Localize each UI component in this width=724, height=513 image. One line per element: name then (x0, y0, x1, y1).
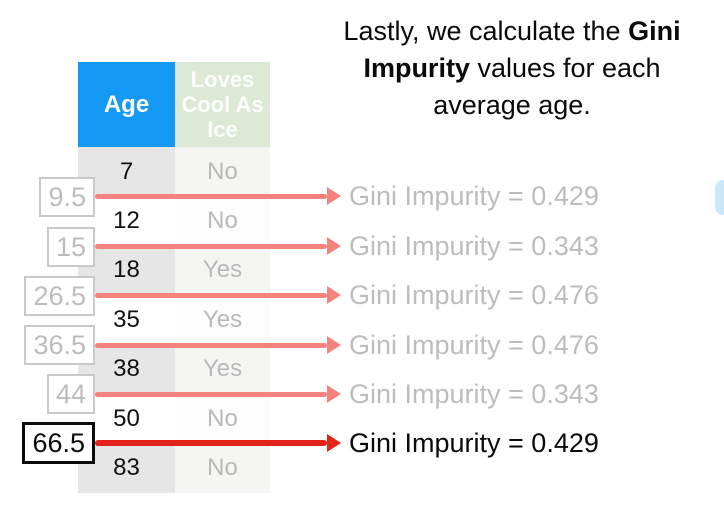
arrow-line (95, 243, 327, 249)
gini-impurity-label: Gini Impurity = 0.343 (349, 379, 599, 409)
arrow-head-icon (327, 336, 341, 354)
title-line-3: average age. (300, 87, 724, 124)
avg-age-box: 26.5 (24, 276, 95, 316)
title-text-bold: Gini (628, 16, 681, 46)
avg-age-box-highlighted: 66.5 (22, 422, 95, 464)
avg-age-box: 9.5 (39, 177, 95, 217)
loves-cell: No (175, 147, 270, 197)
table-header-row: Age Loves Cool As Ice (78, 62, 270, 147)
column-header-age: Age (78, 62, 175, 147)
arrow-head-icon (327, 385, 341, 403)
split-arrow (95, 187, 341, 205)
title-line-2: Impurity values for each (300, 50, 724, 87)
split-arrow (95, 286, 341, 304)
gini-impurity-label: Gini Impurity = 0.343 (349, 231, 599, 261)
loves-cell: No (175, 443, 270, 493)
loves-cell: Yes (175, 344, 270, 394)
arrow-head-icon (327, 434, 341, 452)
arrow-head-icon (327, 286, 341, 304)
data-table: Age Loves Cool As Ice 7 No 12 No 18 Yes … (78, 62, 270, 493)
edge-widget (715, 180, 724, 215)
arrow-line (95, 440, 327, 446)
split-arrow (95, 336, 341, 354)
table-row: 12 No (78, 196, 270, 246)
gini-impurity-label: Gini Impurity = 0.476 (349, 330, 599, 360)
avg-age-box: 44 (46, 374, 95, 414)
title-text-bold: Impurity (363, 53, 470, 83)
loves-cell: No (175, 196, 270, 246)
avg-age-box: 15 (46, 227, 95, 267)
arrow-line (95, 391, 327, 397)
age-cell: 12 (78, 196, 175, 246)
column-header-loves-cool-as-ice: Loves Cool As Ice (175, 62, 270, 147)
table-row: 83 No (78, 443, 270, 493)
split-arrow (95, 237, 341, 255)
split-arrow-highlighted (95, 434, 341, 452)
title-line-1: Lastly, we calculate the Gini (300, 13, 724, 50)
split-arrow (95, 385, 341, 403)
slide-title: Lastly, we calculate the Gini Impurity v… (300, 13, 724, 124)
arrow-line (95, 193, 327, 199)
title-text-normal: values for each (469, 53, 661, 83)
arrow-line (95, 342, 327, 348)
gini-impurity-label: Gini Impurity = 0.476 (349, 280, 599, 310)
avg-age-box: 36.5 (24, 325, 95, 365)
gini-impurity-label-highlighted: Gini Impurity = 0.429 (349, 428, 599, 458)
title-text-normal: average age. (433, 90, 591, 120)
loves-cell: Yes (175, 295, 270, 345)
title-text-normal: Lastly, we calculate the (343, 16, 629, 46)
arrow-head-icon (327, 237, 341, 255)
loves-cell: No (175, 393, 270, 444)
loves-cell: Yes (175, 245, 270, 296)
arrow-line (95, 292, 327, 298)
arrow-head-icon (327, 187, 341, 205)
gini-impurity-label: Gini Impurity = 0.429 (349, 181, 599, 211)
